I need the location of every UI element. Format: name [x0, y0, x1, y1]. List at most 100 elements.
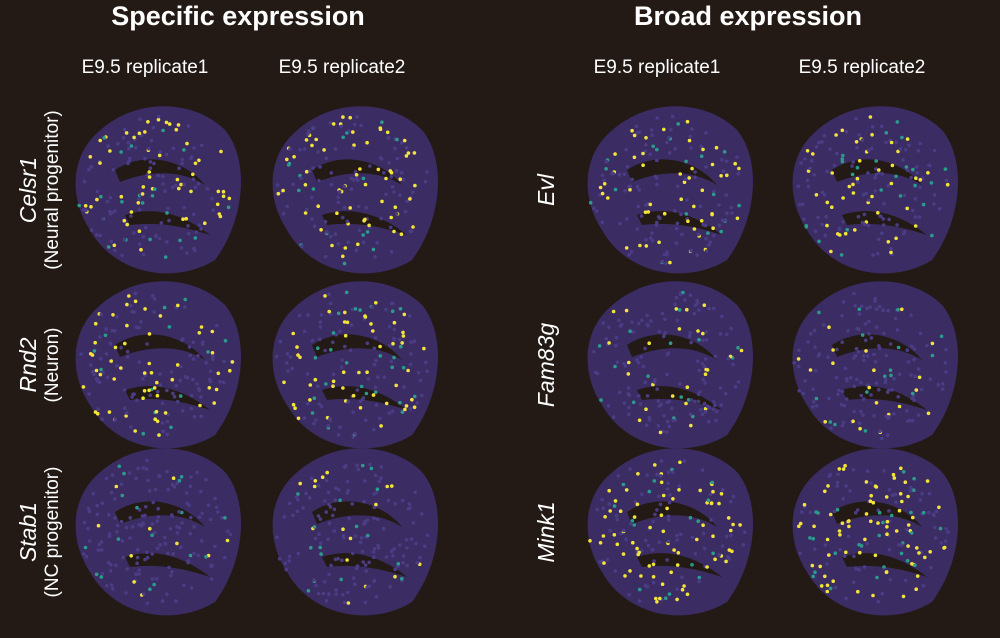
expression-dot [410, 397, 414, 402]
expression-dot [913, 197, 918, 201]
expression-dot [886, 433, 890, 438]
expression-dot [368, 462, 372, 467]
expression-dot [177, 478, 182, 483]
expression-dot [704, 236, 708, 241]
expression-dot [643, 380, 648, 385]
expression-dot [685, 198, 689, 202]
expression-dot [667, 592, 672, 596]
expression-dot [165, 388, 169, 393]
expression-dot [912, 347, 917, 351]
expression-dot [710, 212, 714, 217]
expression-dot [378, 344, 382, 349]
expression-dot [330, 243, 334, 248]
expression-dot [99, 575, 104, 579]
expression-dot [647, 564, 652, 568]
expression-dot [696, 399, 701, 404]
expression-dot [719, 403, 724, 407]
expression-dot [876, 521, 880, 525]
expression-dot [407, 314, 412, 318]
expression-dot [635, 502, 640, 507]
expression-dot [665, 506, 669, 511]
expression-dot [896, 345, 901, 350]
expression-dot [119, 519, 124, 524]
expression-dot [693, 170, 697, 174]
expression-dot [310, 143, 314, 148]
expression-dot [208, 517, 213, 522]
expression-dot [816, 215, 820, 220]
tissue-maps [75, 106, 959, 616]
expression-dot [319, 228, 323, 232]
expression-dot [873, 360, 878, 364]
expression-dot [676, 122, 680, 126]
expression-dot [674, 241, 679, 245]
expression-dot [929, 181, 934, 185]
expression-dot [688, 515, 693, 520]
expression-dot [217, 212, 222, 216]
expression-dot [186, 224, 190, 228]
tissue-map [272, 281, 439, 449]
expression-dot [120, 200, 124, 204]
expression-dot [913, 374, 917, 379]
expression-dot [165, 592, 169, 596]
expression-dot [670, 406, 674, 411]
expression-dot [303, 183, 308, 187]
expression-dot [412, 339, 417, 344]
expression-dot [343, 344, 347, 349]
expression-dot [109, 490, 114, 495]
expression-dot [334, 486, 338, 491]
expression-dot [909, 531, 914, 535]
expression-dot [844, 129, 849, 134]
expression-dot [333, 557, 338, 562]
expression-dot [277, 556, 282, 561]
expression-dot [164, 120, 169, 125]
expression-dot [627, 360, 631, 365]
expression-dot [372, 346, 377, 351]
expression-dot [329, 348, 333, 352]
expression-dot [129, 210, 134, 214]
gene-label: Mink1 [533, 501, 559, 562]
expression-dot [887, 217, 891, 222]
expression-dot [933, 525, 937, 530]
expression-dot [174, 599, 178, 603]
expression-dot [369, 466, 374, 471]
expression-dot [704, 165, 708, 169]
expression-dot [708, 492, 713, 497]
expression-dot [865, 383, 870, 387]
expression-dot [189, 475, 193, 479]
expression-dot [667, 151, 672, 155]
expression-dot [164, 152, 169, 157]
expression-dot [905, 168, 910, 172]
expression-dot [675, 318, 680, 323]
expression-dot [366, 533, 370, 538]
expression-dot [119, 366, 123, 370]
expression-dot [163, 411, 168, 415]
expression-dot [115, 363, 119, 368]
expression-dot [107, 410, 112, 414]
expression-dot [89, 228, 94, 232]
expression-dot [823, 543, 828, 547]
expression-dot [142, 389, 147, 393]
expression-dot [724, 559, 728, 564]
expression-dot [317, 178, 321, 183]
expression-dot [827, 325, 831, 330]
expression-dot [593, 370, 598, 375]
expression-dot [332, 507, 337, 512]
expression-dot [189, 586, 194, 590]
expression-dot [930, 353, 935, 358]
expression-dot [137, 360, 142, 364]
expression-dot [411, 225, 415, 229]
expression-dot [594, 209, 599, 214]
expression-dot [888, 368, 893, 373]
expression-dot [809, 159, 814, 163]
expression-dot [680, 587, 685, 592]
expression-dot [363, 479, 367, 483]
expression-dot [106, 561, 111, 565]
expression-dot [880, 436, 884, 441]
expression-dot [357, 370, 361, 375]
expression-dot [881, 223, 886, 227]
expression-dot [210, 197, 214, 201]
expression-dot [796, 184, 801, 188]
expression-dot [303, 211, 308, 215]
expression-dot [364, 205, 369, 210]
expression-dot [940, 387, 945, 392]
